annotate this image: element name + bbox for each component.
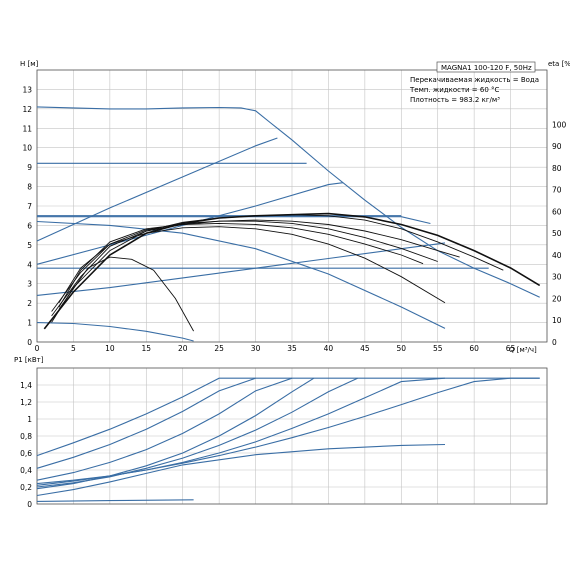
temperature-note: Темп. жидкости = 60 °C	[409, 86, 500, 94]
head-curve	[36, 220, 446, 329]
y2-tick-label: 10	[552, 316, 562, 325]
chart-title: MAGNA1 100-120 F, 50Hz	[441, 64, 532, 72]
y-tick-label: 10	[22, 144, 32, 153]
y2-tick-label: 60	[552, 207, 562, 216]
efficiency-curve	[51, 214, 504, 323]
y-tick-label: 6	[27, 221, 32, 230]
y2-tick-label: 30	[552, 273, 562, 282]
efficiency-curve	[58, 222, 424, 308]
head-curve	[36, 137, 278, 242]
power-y-tick-label: 0	[27, 500, 32, 509]
efficiency-curve	[51, 219, 460, 317]
x-axis-ticks: 0 5 10 15 20 25 30 35 40 45 50 55 60 65	[35, 344, 516, 353]
power-curve	[36, 377, 256, 469]
head-curve	[36, 322, 194, 342]
y2-tick-label: 0	[552, 338, 557, 347]
power-y-tick-label: 0,4	[20, 466, 32, 475]
title-box	[436, 61, 536, 73]
y-tick-label: 1	[27, 319, 32, 328]
x-tick-label: 25	[214, 344, 224, 353]
x-tick-label: 30	[251, 344, 261, 353]
power-curve	[36, 377, 293, 481]
y2-tick-label: 100	[552, 120, 567, 129]
y2-tick-label: 50	[552, 229, 562, 238]
x-tick-label: 65	[506, 344, 516, 353]
density-note: Плотность = 983.2 кг/м³	[410, 96, 500, 104]
y-tick-label: 7	[27, 202, 32, 211]
x-tick-label: 45	[360, 344, 370, 353]
power-y-tick-label: 1,2	[20, 398, 32, 407]
y2-tick-label: 80	[552, 164, 562, 173]
x-axis-title: Q [м³/ч]	[509, 346, 537, 354]
power-curve	[36, 377, 256, 457]
power-curve	[36, 377, 315, 490]
y-tick-label: 0	[27, 338, 32, 347]
y-tick-label: 4	[27, 260, 32, 269]
power-plot-frame	[36, 367, 548, 505]
y2-tick-label: 40	[552, 251, 562, 260]
x-tick-label: 0	[35, 344, 40, 353]
power-curve	[36, 499, 194, 502]
x-tick-label: 35	[287, 344, 297, 353]
head-curves	[36, 106, 540, 342]
head-plot-grid	[36, 69, 548, 343]
x-tick-label: 55	[433, 344, 443, 353]
head-curve	[37, 216, 431, 225]
head-curve	[36, 106, 540, 298]
y-tick-label: 11	[22, 124, 32, 133]
y-tick-label: 3	[27, 280, 32, 289]
power-curve	[36, 377, 446, 486]
x-tick-label: 10	[105, 344, 115, 353]
x-tick-label: 5	[71, 344, 76, 353]
power-y-tick-label: 0,8	[20, 432, 32, 441]
power-y-tick-label: 1	[27, 415, 32, 424]
y2-axis-title: eta [%]	[548, 60, 570, 68]
head-curve	[36, 242, 446, 296]
y-tick-label: 2	[27, 299, 32, 308]
power-y-tick-label: 1,4	[20, 381, 32, 390]
efficiency-curve	[58, 256, 194, 332]
y-tick-label: 8	[27, 183, 32, 192]
y-axis-title: H [м]	[20, 60, 39, 68]
efficiency-curves	[43, 212, 541, 332]
y-tick-label: 9	[27, 163, 32, 172]
power-y-axis-ticks: 0 0,2 0,4 0,6 0,8 1 1,2 1,4	[20, 381, 32, 509]
power-y-tick-label: 0,6	[20, 449, 32, 458]
x-tick-label: 60	[469, 344, 479, 353]
power-curve	[36, 443, 446, 497]
efficiency-curve	[51, 220, 438, 312]
power-y-axis-title: P1 [кВт]	[14, 356, 44, 364]
power-curves	[36, 377, 540, 502]
x-tick-label: 50	[397, 344, 407, 353]
y2-axis-ticks: 0 10 20 30 40 50 60 70 80 90 100	[552, 120, 567, 347]
fluid-note: Перекачиваемая жидкость = Вода	[410, 76, 539, 84]
x-tick-label: 40	[324, 344, 334, 353]
efficiency-curve	[58, 226, 446, 304]
y-tick-label: 12	[22, 105, 32, 114]
y2-tick-label: 20	[552, 294, 562, 303]
y-tick-label: 5	[27, 241, 32, 250]
x-tick-label: 20	[178, 344, 188, 353]
x-tick-label: 15	[142, 344, 152, 353]
head-plot-frame	[36, 69, 548, 343]
power-plot-grid	[36, 367, 548, 505]
power-y-tick-label: 0,2	[20, 483, 32, 492]
y2-tick-label: 90	[552, 142, 562, 151]
y-tick-label: 13	[22, 85, 32, 94]
y2-tick-label: 70	[552, 186, 562, 195]
